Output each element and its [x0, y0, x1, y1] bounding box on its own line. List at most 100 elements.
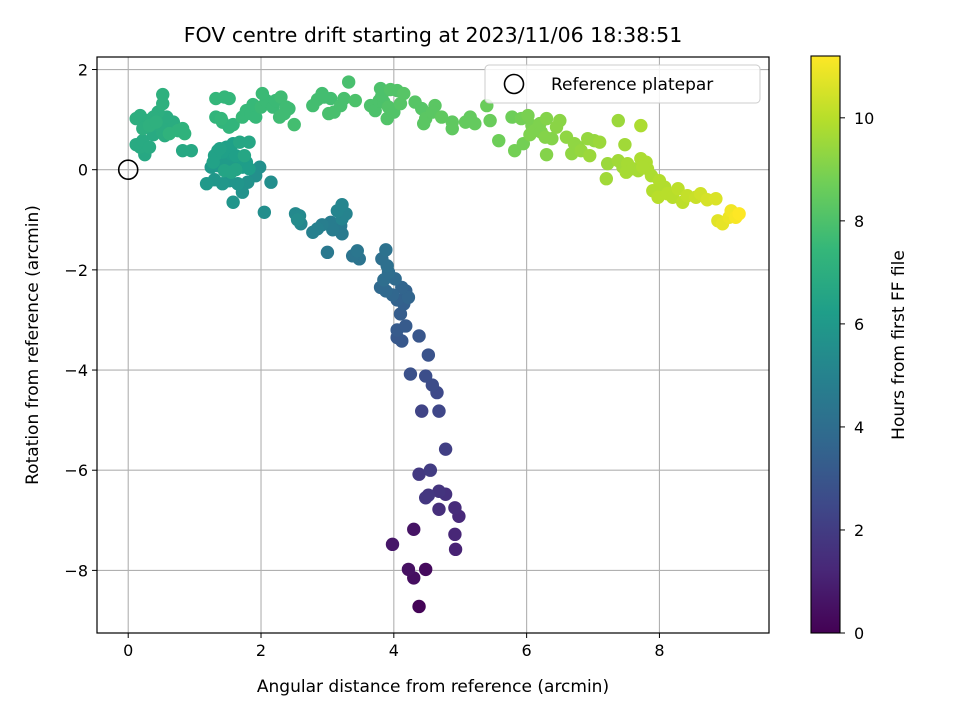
- data-point: [599, 172, 614, 186]
- data-point: [421, 488, 436, 502]
- data-point: [175, 143, 190, 158]
- x-tick-label: 0: [123, 641, 133, 660]
- data-point: [242, 135, 256, 149]
- data-point: [129, 111, 143, 126]
- data-point: [233, 135, 247, 149]
- legend: Reference platepar: [484, 64, 761, 104]
- data-point: [282, 101, 296, 116]
- data-point: [549, 120, 564, 134]
- data-point: [423, 463, 438, 477]
- data-point: [335, 198, 349, 212]
- data-point: [229, 162, 243, 177]
- x-tick-label: 2: [256, 641, 266, 660]
- colorbar-tick-label: 10: [854, 109, 874, 128]
- data-point: [448, 542, 463, 557]
- legend-marker: [503, 73, 525, 95]
- data-point: [249, 110, 263, 124]
- data-point: [401, 562, 416, 577]
- colorbar-gradient: [810, 55, 841, 634]
- data-point: [600, 156, 615, 171]
- data-point: [264, 175, 278, 189]
- data-point: [448, 527, 462, 542]
- data-point: [438, 442, 453, 456]
- data-point: [213, 141, 227, 156]
- data-point: [162, 126, 177, 141]
- data-point: [412, 467, 426, 481]
- data-point: [324, 91, 338, 106]
- data-point: [255, 86, 270, 101]
- data-point: [468, 116, 482, 131]
- data-point: [483, 113, 497, 128]
- data-point: [418, 562, 433, 577]
- data-point: [222, 91, 236, 106]
- y-tick-label: 2: [78, 61, 88, 80]
- y-axis-label: Rotation from reference (arcmin): [23, 205, 43, 485]
- colorbar: 0 2 4 6 8 10 Hours from first FF file: [810, 55, 909, 643]
- data-point: [415, 404, 429, 418]
- y-tick-label: −2: [64, 261, 88, 280]
- legend-box: [484, 64, 761, 104]
- data-point: [257, 205, 272, 219]
- data-point: [634, 118, 648, 133]
- y-tick-label: −4: [64, 361, 88, 380]
- legend-label: Reference platepar: [551, 75, 713, 95]
- data-point: [142, 140, 157, 154]
- colorbar-tick-label: 4: [854, 418, 864, 437]
- data-point: [417, 116, 431, 131]
- data-point: [421, 348, 436, 362]
- data-point: [397, 86, 411, 101]
- data-point: [290, 213, 305, 227]
- data-point: [287, 117, 301, 132]
- colorbar-label: Hours from first FF file: [889, 250, 909, 440]
- data-point: [401, 290, 416, 305]
- data-point: [732, 207, 746, 221]
- data-point: [412, 599, 426, 614]
- data-point: [242, 161, 256, 176]
- data-point: [199, 177, 214, 191]
- data-point: [709, 192, 723, 206]
- data-point: [237, 148, 252, 163]
- data-point: [539, 147, 554, 162]
- data-point: [206, 155, 220, 169]
- data-point: [326, 223, 340, 237]
- x-tick-label: 8: [654, 641, 664, 660]
- reference-marker: [117, 159, 139, 180]
- data-point: [432, 404, 446, 418]
- data-point: [320, 245, 335, 260]
- data-point: [385, 537, 400, 552]
- data-point: [348, 93, 363, 108]
- colorbar-tick-label: 2: [854, 521, 864, 540]
- data-point: [418, 369, 433, 383]
- y-tick-label: 0: [78, 161, 88, 180]
- data-point: [618, 137, 632, 152]
- x-tick-label: 6: [522, 641, 532, 660]
- x-tick-label: 4: [389, 641, 399, 660]
- y-tick-label: −8: [64, 561, 88, 580]
- plot-area: [96, 56, 770, 634]
- data-point: [272, 110, 287, 124]
- data-point: [492, 133, 506, 148]
- data-point: [539, 111, 554, 126]
- data-point: [523, 127, 537, 142]
- data-point: [337, 91, 351, 106]
- colorbar-ticks: 0 2 4 6 8 10: [840, 109, 874, 643]
- data-points: [129, 75, 746, 614]
- x-axis-label: Angular distance from reference (arcmin): [257, 677, 609, 697]
- data-point: [226, 195, 240, 209]
- data-point: [611, 113, 625, 128]
- data-point: [445, 121, 459, 136]
- data-point: [671, 182, 685, 196]
- data-point: [341, 75, 356, 89]
- colorbar-tick-label: 0: [854, 624, 864, 643]
- colorbar-tick-label: 8: [854, 212, 864, 231]
- data-point: [156, 87, 170, 102]
- data-point: [373, 81, 388, 96]
- colorbar-tick-label: 6: [854, 315, 864, 334]
- data-point: [412, 329, 426, 343]
- data-point: [350, 244, 365, 258]
- data-point: [379, 243, 393, 257]
- data-point: [274, 90, 288, 104]
- y-axis-ticks: −8 −6 −4 −2 0 2: [64, 61, 97, 580]
- data-point: [448, 501, 462, 515]
